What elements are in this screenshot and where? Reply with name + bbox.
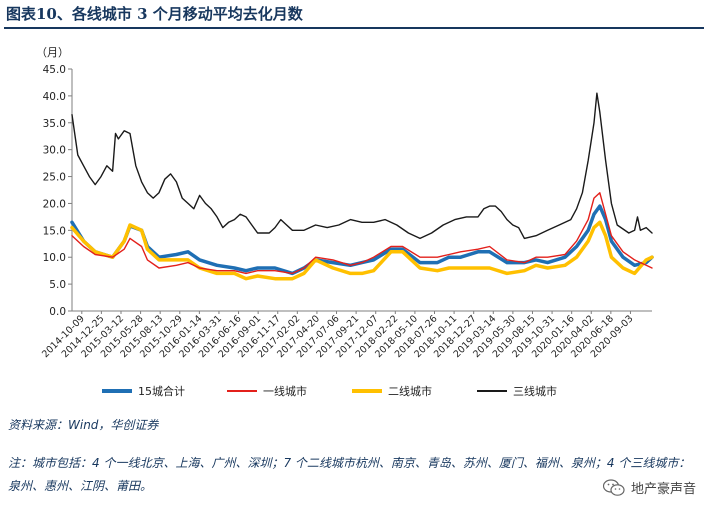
legend-entry: 一线城市 <box>227 383 307 399</box>
legend-label: 一线城市 <box>263 385 307 398</box>
legend-swatch <box>477 390 507 392</box>
legend-label: 15城合计 <box>138 385 185 398</box>
legend-entry: 二线城市 <box>352 383 432 399</box>
legend-label: 三线城市 <box>513 385 557 398</box>
y-tick-label: 10.0 <box>43 252 66 264</box>
y-axis-label: （月） <box>36 46 69 59</box>
wechat-icon <box>602 478 625 496</box>
legend-entry: 三线城市 <box>477 383 557 399</box>
chart-legend: 15城合计 一线城市 二线城市 三线城市 <box>102 383 562 399</box>
source-text: 资料来源：Wind，华创证券 <box>8 418 159 432</box>
series-line-4 <box>71 92 653 240</box>
chart-title: 图表10、各线城市 3 个月移动平均去化月数 <box>6 5 303 23</box>
y-tick-label: 45.0 <box>43 64 66 76</box>
y-tick-label: 30.0 <box>43 145 66 157</box>
series-line-3 <box>70 220 654 281</box>
watermark: 地产豪声音 <box>602 478 696 497</box>
series-line-2 <box>71 192 653 275</box>
watermark-text: 地产豪声音 <box>630 482 696 497</box>
y-tick-label: 20.0 <box>43 198 66 210</box>
legend-label: 二线城市 <box>388 385 432 398</box>
series-line-1 <box>70 204 654 276</box>
line-chart: （月） 0.0 5.0 10.0 15.0 20.0 25.0 30.0 35.0 40.0 45.… <box>36 46 654 360</box>
y-tick-label: 25.0 <box>43 172 66 184</box>
footnote: 注：城市包括：4 个一线北京、上海、广州、深圳；7 个二线城市杭州、南京、青岛、… <box>8 456 691 493</box>
title-divider <box>4 27 704 29</box>
y-tick-label: 5.0 <box>49 279 66 291</box>
legend-swatch <box>227 390 257 392</box>
y-tick-label: 40.0 <box>43 91 66 103</box>
y-tick-label: 15.0 <box>43 225 66 237</box>
legend-swatch <box>352 389 382 393</box>
y-tick-label: 0.0 <box>49 306 66 318</box>
legend-entry: 15城合计 <box>102 383 185 399</box>
y-tick-label: 35.0 <box>43 118 66 130</box>
legend-swatch <box>102 389 132 393</box>
